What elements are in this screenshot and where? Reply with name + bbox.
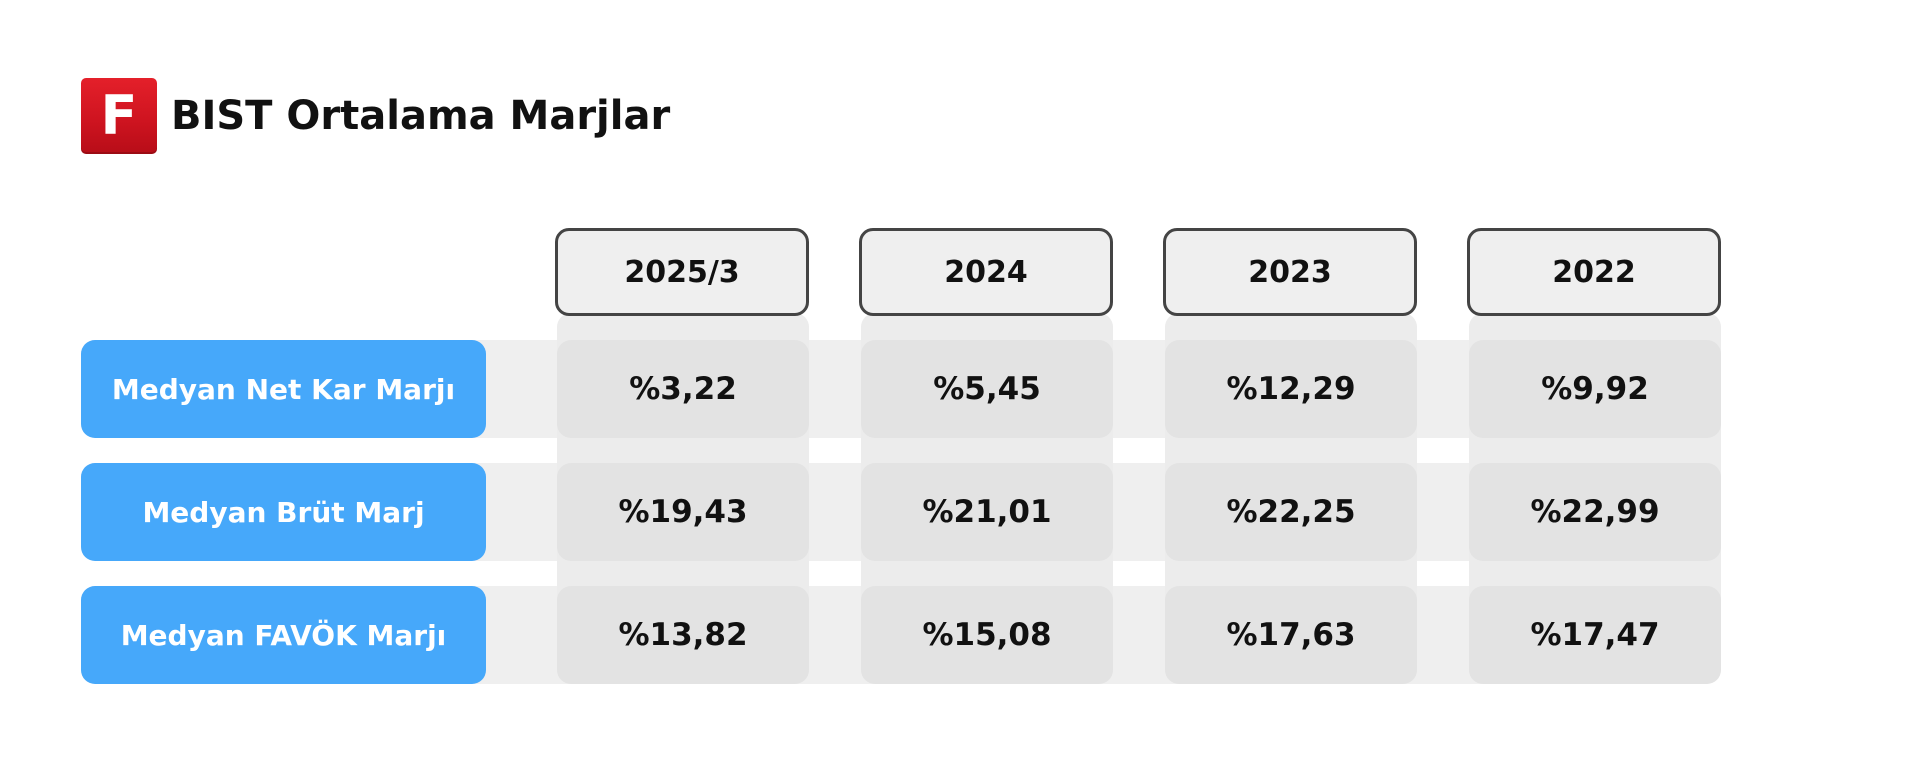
page-title: BIST Ortalama Marjlar [171,93,671,139]
table-cell: %22,25 [1165,463,1417,561]
table-cell: %5,45 [861,340,1113,438]
column-header-2024: 2024 [859,228,1113,316]
row-label-ebitda-margin: Medyan FAVÖK Marjı [81,586,486,684]
table-cell: %22,99 [1469,463,1721,561]
table-cell: %19,43 [557,463,809,561]
table-cell: %15,08 [861,586,1113,684]
column-header-2023: 2023 [1163,228,1417,316]
row-label-net-profit-margin: Medyan Net Kar Marjı [81,340,486,438]
table-cell: %3,22 [557,340,809,438]
table-cell: %17,63 [1165,586,1417,684]
brand-logo: F [81,78,157,154]
column-header-2022: 2022 [1467,228,1721,316]
table-cell: %17,47 [1469,586,1721,684]
table-cell: %21,01 [861,463,1113,561]
table-cell: %12,29 [1165,340,1417,438]
row-label-gross-margin: Medyan Brüt Marj [81,463,486,561]
table-cell: %9,92 [1469,340,1721,438]
column-header-2025-3: 2025/3 [555,228,809,316]
table-cell: %13,82 [557,586,809,684]
